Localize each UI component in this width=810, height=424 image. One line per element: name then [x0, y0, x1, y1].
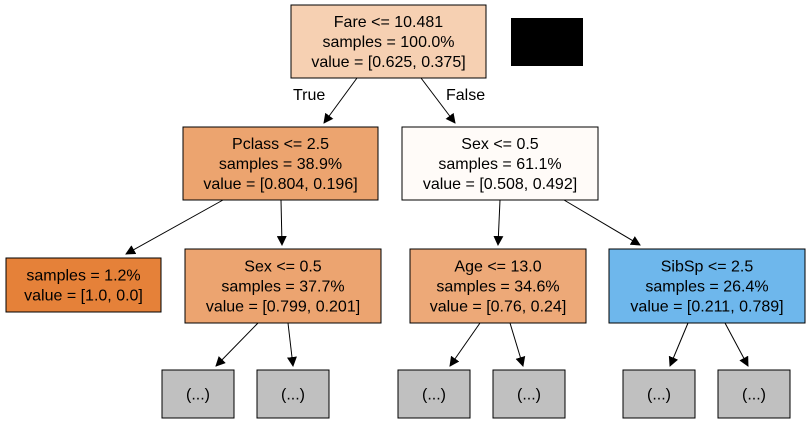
node-text-line: samples = 26.4%	[645, 279, 768, 296]
nodes-layer: Fare <= 10.481 samples = 100.0% value = [0…	[5, 4, 806, 419]
node-text-line: (...)	[186, 387, 210, 404]
node-text-line: (...)	[281, 387, 305, 404]
tree-node-ell1: (...)	[161, 369, 235, 419]
node-text-line: samples = 100.0%	[322, 34, 454, 51]
edge-sibsp-to-ell6	[724, 322, 749, 367]
edge-pclass-to-sex_left	[276, 199, 287, 246]
node-text-line: value = [0.211, 0.789]	[630, 299, 783, 316]
node-box	[717, 369, 791, 419]
node-text-line: SibSp <= 2.5	[661, 259, 754, 276]
tree-node-age: Age <= 13.0 samples = 34.6% value = [0.76,…	[409, 248, 587, 324]
redacted-block	[511, 18, 583, 66]
tree-node-ell4: (...)	[492, 369, 566, 419]
node-box	[290, 4, 487, 79]
edge-sex_right-to-sibsp	[563, 199, 641, 246]
node-text-line: (...)	[742, 387, 766, 404]
node-text-line: (...)	[647, 387, 671, 404]
node-text-line: (...)	[422, 387, 446, 404]
node-text-line: value = [0.76, 0.24]	[430, 299, 567, 316]
node-box	[5, 257, 162, 313]
edge-label-false: False	[446, 87, 485, 104]
tree-node-ell2: (...)	[256, 369, 330, 419]
node-box	[492, 369, 566, 419]
tree-node-ell3: (...)	[397, 369, 471, 419]
node-text-line: samples = 38.9%	[219, 156, 342, 173]
node-text-line: value = [0.799, 0.201]	[206, 299, 360, 316]
node-box	[184, 248, 382, 324]
edges-layer: True False	[125, 77, 749, 367]
tree-node-root: Fare <= 10.481 samples = 100.0% value = [0…	[290, 4, 487, 79]
tree-node-sex-left: Sex <= 0.5 samples = 37.7% value = [0.799,…	[184, 248, 382, 324]
edge-age-to-ell4	[509, 322, 526, 367]
node-text-line: (...)	[517, 387, 541, 404]
edge-sex_left-to-ell1	[215, 322, 259, 367]
node-box	[401, 126, 599, 201]
tree-node-ell5: (...)	[622, 369, 696, 419]
edge-sibsp-to-ell5	[668, 322, 689, 367]
node-box	[608, 248, 806, 324]
edge-sex_left-to-ell2	[286, 322, 297, 367]
tree-node-sex-right: Sex <= 0.5 samples = 61.1% value = [0.508,…	[401, 126, 599, 201]
tree-node-sibsp: SibSp <= 2.5 samples = 26.4% value = [0.21…	[608, 248, 806, 324]
node-box	[256, 369, 330, 419]
node-box	[161, 369, 235, 419]
node-text-line: Age <= 13.0	[454, 259, 541, 276]
node-box	[182, 126, 379, 201]
node-text-line: value = [0.804, 0.196]	[203, 176, 357, 193]
tree-node-leaf-small: samples = 1.2% value = [1.0, 0.0]	[5, 257, 162, 313]
edge-label-true: True	[293, 87, 325, 104]
node-text-line: Sex <= 0.5	[244, 259, 321, 276]
node-box	[397, 369, 471, 419]
node-text-line: value = [0.508, 0.492]	[423, 176, 577, 193]
node-text-line: samples = 1.2%	[26, 268, 140, 285]
edge-root-to-sex_right	[420, 77, 456, 124]
node-text-line: Pclass <= 2.5	[232, 136, 329, 153]
node-text-line: Sex <= 0.5	[461, 136, 538, 153]
node-text-line: samples = 34.6%	[436, 279, 559, 296]
tree-node-pclass: Pclass <= 2.5 samples = 38.9% value = [0.8…	[182, 126, 379, 201]
edge-sex_right-to-age	[493, 199, 504, 246]
edge-age-to-ell3	[449, 322, 481, 367]
node-text-line: Fare <= 10.481	[334, 14, 444, 31]
node-text-line: samples = 37.7%	[221, 279, 344, 296]
node-text-line: samples = 61.1%	[438, 156, 561, 173]
node-text-line: value = [1.0, 0.0]	[24, 288, 143, 305]
edge-pclass-to-leaf_small	[125, 199, 224, 255]
tree-node-ell6: (...)	[717, 369, 791, 419]
node-text-line: value = [0.625, 0.375]	[311, 54, 465, 71]
node-box	[622, 369, 696, 419]
edge-root-to-pclass	[323, 77, 358, 124]
node-box	[409, 248, 587, 324]
